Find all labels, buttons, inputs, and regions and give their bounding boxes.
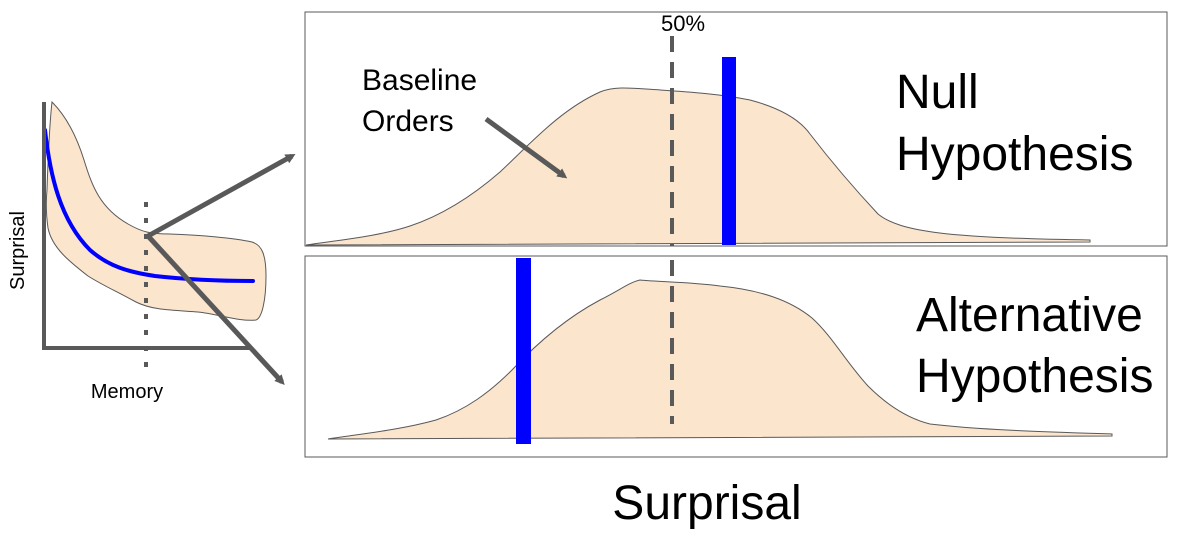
- alternative-hypothesis-panel: Alternative Hypothesis: [304, 255, 1168, 458]
- null-hypothesis-title-line2: Hypothesis: [896, 128, 1133, 181]
- arrow-to-alternative-panel: [146, 234, 285, 385]
- baseline-orders-label-line1: Baseline: [362, 64, 477, 97]
- null-observed-marker: [722, 57, 736, 245]
- small-plot-confidence-band: [45, 100, 267, 321]
- arrow-to-null-panel: [146, 153, 296, 239]
- baseline-orders-label-line2: Orders: [362, 105, 454, 138]
- alternative-hypothesis-title-line1: Alternative: [916, 289, 1143, 342]
- null-hypothesis-title-line1: Null: [896, 66, 979, 119]
- alternative-hypothesis-title-line2: Hypothesis: [916, 350, 1153, 403]
- small-plot-mean-curve: [43, 128, 255, 283]
- small-plot-x-label: Memory: [91, 381, 163, 403]
- alternative-observed-marker: [516, 258, 531, 444]
- null-hypothesis-panel: 50% Baseline Orders Null Hypothesis: [304, 11, 1168, 247]
- memory-surprisal-plot: Surprisal Memory: [7, 100, 267, 403]
- baseline-orders-arrow: [484, 116, 568, 179]
- small-plot-y-label: Surprisal: [7, 211, 29, 290]
- percentile-label: 50%: [661, 11, 705, 36]
- surprisal-axis-label: Surprisal: [612, 477, 801, 530]
